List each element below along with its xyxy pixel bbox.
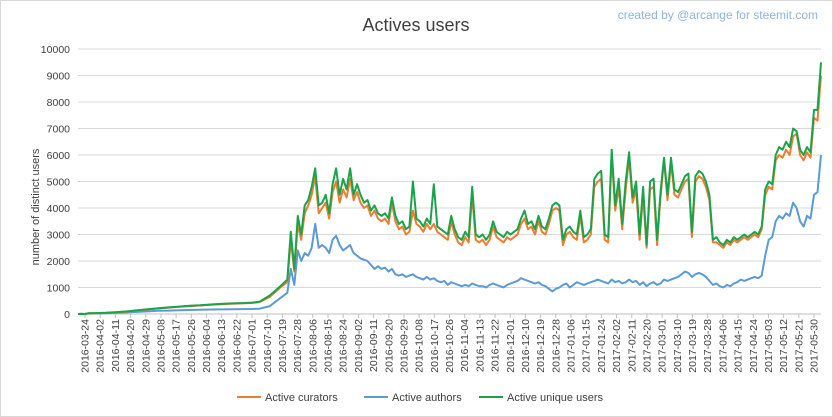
series-line-active-authors [77,154,822,315]
y-tick-label: 8000 [47,97,71,109]
y-tick-label: 10000 [41,44,70,56]
x-tick-label: 2016-04-11 [110,319,122,372]
x-tick-label: 2016-03-24 [80,319,92,373]
x-tick-label: 2017-03-28 [702,319,714,373]
x-tick-label: 2017-02-20 [641,319,653,373]
y-tick-label: 4000 [47,203,71,215]
x-tick-label: 2016-11-13 [474,319,486,372]
x-tick-label: 2016-11-04 [459,319,471,372]
x-tick-label: 2017-02-11 [626,319,638,372]
legend-label: Active curators [265,392,338,404]
x-tick-label: 2016-10-08 [414,319,426,373]
x-tick-label: 2016-07-19 [277,319,289,373]
x-tick-label: 2016-12-28 [550,319,562,373]
y-tick-label: 1000 [47,283,71,295]
x-tick-label: 2017-01-06 [566,319,578,373]
x-tick-label: 2016-08-06 [307,319,319,373]
x-tick-label: 2017-03-19 [687,319,699,373]
x-tick-label: 2017-05-30 [809,319,821,373]
y-tick-label: 3000 [47,230,71,242]
x-tick-label: 2017-01-15 [581,319,593,373]
x-tick-label: 2016-07-10 [262,319,274,373]
y-tick-label: 5000 [47,177,71,189]
x-tick-label: 2016-06-13 [216,319,228,373]
y-tick-label: 9000 [47,71,71,83]
y-axis-ticks: 0 1000 2000 3000 4000 5000 6000 7000 8000 9000 100… [41,44,70,321]
x-tick-label: 2016-09-11 [368,319,380,372]
legend-label: Active authors [392,392,462,404]
x-tick-label: 2016-12-10 [520,319,532,373]
x-tick-label: 2016-07-01 [247,319,259,373]
credit-text: created by @arcange for steemit.com [618,8,818,22]
series-line-active-curators [77,75,822,315]
x-tick-label: 2017-01-24 [596,319,608,373]
x-tick-label: 2016-08-15 [323,319,335,373]
x-tick-label: 2016-12-19 [535,319,547,373]
y-tick-label: 0 [64,309,70,321]
x-tick-label: 2017-03-01 [657,319,669,373]
x-tick-label: 2016-05-08 [155,319,167,373]
legend-label: Active unique users [507,392,603,404]
series-lines [77,62,822,315]
x-tick-label: 2017-03-10 [672,319,684,373]
x-tick-label: 2016-10-17 [429,319,441,373]
series-line-active-unique-users [77,62,822,315]
x-tick-label: 2016-09-02 [353,319,365,373]
x-axis-ticks: 2016-03-24 2016-04-02 2016-04-11 2016-04-20… [80,314,821,373]
x-tick-label: 2016-10-26 [444,319,456,373]
x-tick-label: 2016-04-29 [140,319,152,373]
y-axis-label: number of distinct users [30,148,42,265]
x-tick-label: 2017-04-06 [717,319,729,373]
x-tick-label: 2016-07-28 [292,319,304,373]
x-tick-label: 2016-11-22 [490,319,502,372]
x-tick-label: 2017-04-24 [748,319,760,373]
x-tick-label: 2017-05-21 [793,319,805,373]
y-tick-label: 6000 [47,150,71,162]
x-tick-label: 2016-08-24 [338,319,350,373]
x-tick-label: 2016-04-02 [95,319,107,373]
x-tick-label: 2016-04-20 [125,319,137,373]
x-tick-label: 2016-09-20 [383,319,395,373]
x-tick-label: 2017-05-03 [763,319,775,373]
x-tick-label: 2016-05-26 [186,319,198,373]
x-tick-label: 2017-02-02 [611,319,623,373]
x-tick-label: 2016-12-01 [505,319,517,373]
x-tick-label: 2017-04-15 [733,319,745,373]
y-tick-label: 2000 [47,256,71,268]
x-tick-label: 2017-05-12 [778,319,790,373]
gridlines [78,48,821,315]
x-tick-label: 2016-09-29 [398,319,410,373]
legend: Active curators Active authors Active uniq… [237,392,603,404]
y-tick-label: 7000 [47,124,71,136]
chart-title: Actives users [362,15,469,35]
x-tick-label: 2016-06-04 [201,319,213,373]
x-tick-label: 2016-06-22 [231,319,243,373]
x-tick-label: 2016-05-17 [171,319,183,373]
